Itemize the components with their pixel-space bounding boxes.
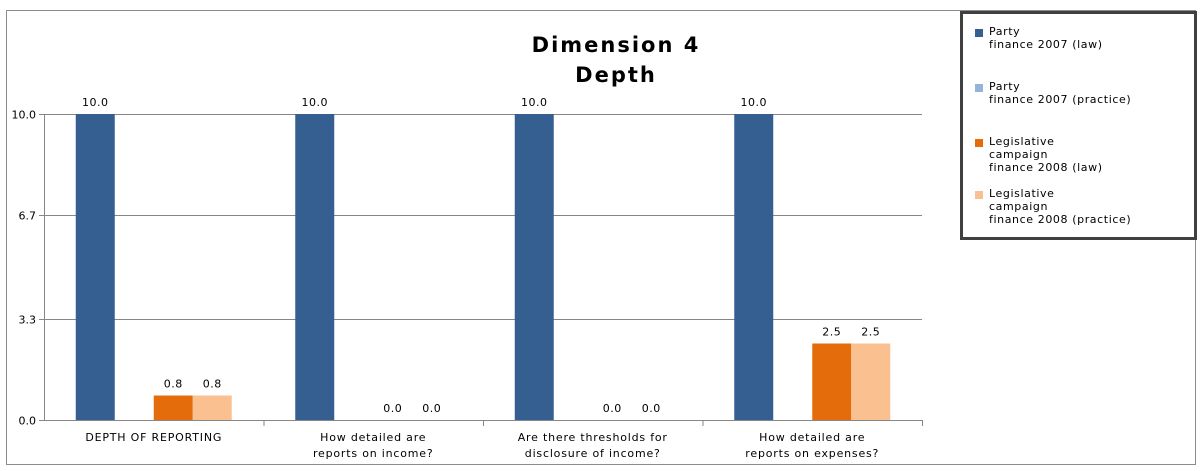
data-label-series2-cat1: 0.0 xyxy=(383,402,402,415)
data-label-series2-cat0: 0.8 xyxy=(164,378,183,391)
data-label-series0-cat2: 10.0 xyxy=(521,96,548,109)
bar-series0-cat3 xyxy=(734,114,774,420)
chart-title-line-1: Dimension 4 xyxy=(532,33,701,57)
legend-label-party-practice: Party finance 2007 (practice) xyxy=(989,80,1132,106)
y-tick-label-1: 3.3 xyxy=(19,314,37,327)
gridlines xyxy=(44,114,922,320)
category-label-2-line-0: Are there thresholds for xyxy=(518,431,668,444)
x-axis-category-labels: DEPTH OF REPORTING How detailed are report… xyxy=(85,431,879,460)
bar-series2-cat3 xyxy=(812,343,852,420)
axes xyxy=(39,114,923,426)
legend-label-legislative-law: Legislative campaign finance 2008 (law) xyxy=(989,135,1103,174)
bar-series2-cat0 xyxy=(153,395,193,420)
y-axis-tick-labels: 0.0 3.3 6.7 10.0 xyxy=(12,109,37,428)
category-label-3-line-0: How detailed are xyxy=(759,431,865,444)
y-tick-label-0: 0.0 xyxy=(19,415,37,428)
data-label-series0-cat3: 10.0 xyxy=(741,96,768,109)
bar-series3-cat0 xyxy=(192,395,232,420)
bar-series3-cat3 xyxy=(851,343,891,420)
data-label-series2-cat3: 2.5 xyxy=(822,326,841,339)
y-tick-label-3: 10.0 xyxy=(12,109,37,122)
bars xyxy=(75,114,891,420)
data-label-series0-cat1: 10.0 xyxy=(302,96,329,109)
category-label-1-line-1: reports on income? xyxy=(313,447,434,460)
legend-swatch-party-law xyxy=(975,29,983,37)
data-label-series3-cat3: 2.5 xyxy=(861,326,880,339)
legend-swatch-party-practice xyxy=(975,84,983,92)
data-labels: 10.0 0.8 0.8 10.0 0.0 0.0 10.0 0.0 0.0 10.0 2.5 2.5 xyxy=(82,96,880,415)
legend: Party finance 2007 (law) Party finance 2… xyxy=(960,11,1197,240)
y-tick-label-2: 6.7 xyxy=(19,210,37,223)
data-label-series0-cat0: 10.0 xyxy=(82,96,109,109)
legend-swatch-legislative-law xyxy=(975,139,983,147)
category-label-0-line-0: DEPTH OF REPORTING xyxy=(85,431,222,444)
data-label-series2-cat2: 0.0 xyxy=(603,402,622,415)
legend-label-legislative-practice: Legislative campaign finance 2008 (pract… xyxy=(989,187,1132,226)
legend-label-party-law: Party finance 2007 (law) xyxy=(989,25,1103,51)
chart-title: Dimension 4 Depth xyxy=(532,33,701,87)
legend-swatch-legislative-practice xyxy=(975,191,983,199)
chart-title-line-2: Depth xyxy=(575,63,657,87)
data-label-series3-cat0: 0.8 xyxy=(203,378,222,391)
bar-series0-cat1 xyxy=(295,114,335,420)
data-label-series3-cat1: 0.0 xyxy=(422,402,441,415)
category-label-1-line-0: How detailed are xyxy=(320,431,426,444)
category-label-2-line-1: disclosure of income? xyxy=(525,447,661,460)
data-label-series3-cat2: 0.0 xyxy=(642,402,661,415)
bar-series0-cat2 xyxy=(514,114,554,420)
bar-series0-cat0 xyxy=(75,114,115,420)
category-label-3-line-1: reports on expenses? xyxy=(745,447,879,460)
